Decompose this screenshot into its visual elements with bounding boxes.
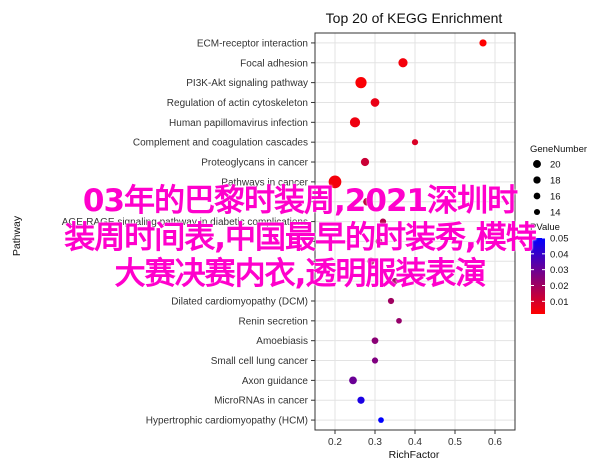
pvalue-colorbar-label: 0.01 <box>550 297 569 308</box>
y-tick-label: Amoebiasis <box>256 336 308 347</box>
data-point <box>371 337 379 345</box>
data-point <box>379 218 387 225</box>
data-point <box>398 58 408 68</box>
y-tick-label: ECM-receptor interaction <box>197 38 308 49</box>
y-axis-label: Pathway <box>11 215 23 256</box>
pvalue-legend: PValue 0.05 0.04 0.03 0.02 0.01 <box>530 222 569 314</box>
x-tick-label: 0.5 <box>448 437 462 448</box>
overlay-caption-line-3: 大赛决赛内衣,透明服装表演 <box>114 256 487 292</box>
y-tick-label: AGE-RAGE signaling pathway in diabetic c… <box>62 217 308 228</box>
y-tick-label: Renin secretion <box>239 316 308 327</box>
x-tick-label: 0.4 <box>408 437 422 448</box>
pvalue-colorbar-label: 0.04 <box>550 249 569 260</box>
data-point <box>387 297 395 305</box>
data-point <box>391 278 399 285</box>
gene-number-legend-label: 18 <box>550 176 561 187</box>
y-tick-label: Dilated cardiomyopathy (DCM) <box>171 296 308 307</box>
gene-number-legend-label: 16 <box>550 192 561 203</box>
data-point <box>411 139 419 146</box>
gene-number-legend-key <box>533 176 541 184</box>
gene-number-legend-key <box>533 208 541 216</box>
gene-number-legend-key <box>533 192 541 200</box>
y-tick-label: PI3K-Akt signaling pathway <box>186 78 308 89</box>
gene-number-legend-key <box>533 160 541 168</box>
data-point <box>360 157 370 167</box>
gene-number-legend: GeneNumber 20 18 16 14 <box>530 144 587 219</box>
gene-number-legend-label: 20 <box>550 160 561 171</box>
data-point <box>479 39 487 47</box>
data-point <box>349 117 361 128</box>
x-axis-label: RichFactor <box>389 449 440 461</box>
pvalue-colorbar <box>531 238 545 314</box>
data-point <box>363 197 371 206</box>
data-point <box>328 175 342 189</box>
data-point <box>370 98 380 107</box>
chart-title: Top 20 of KEGG Enrichment <box>326 10 503 26</box>
data-point <box>349 376 357 385</box>
y-tick-label: Proteoglycans in cancer <box>201 158 308 169</box>
x-tick-label: 0.3 <box>368 437 382 448</box>
overlay-caption-line-1: 03年的巴黎时装周,2021深圳时 <box>82 183 518 219</box>
y-tick-label: Regulation of actin cytoskeleton <box>167 98 308 109</box>
pvalue-legend-title: PValue <box>530 222 560 233</box>
data-point <box>357 396 365 404</box>
plot-frame <box>314 32 516 431</box>
data-point <box>375 238 383 245</box>
data-point <box>396 317 402 324</box>
overlay-caption-line-2: 装周时间表,中国最早的时装秀,模特 <box>64 220 537 256</box>
pvalue-colorbar-label: 0.02 <box>550 281 569 292</box>
x-tick-label: 0.6 <box>488 437 502 448</box>
data-point <box>378 417 384 423</box>
y-tick-label: Small cell lung cancer <box>211 356 309 367</box>
data-point <box>355 77 367 89</box>
pvalue-colorbar-label: 0.05 <box>550 234 569 245</box>
pvalue-colorbar-label: 0.03 <box>550 265 569 276</box>
plot-area: 0.2 0.3 0.4 0.5 0.6 ECM-receptor interaction F… <box>62 32 516 448</box>
y-tick-label: Axon guidance <box>242 376 309 387</box>
gene-number-legend-title: GeneNumber <box>530 144 587 155</box>
y-tick-label: Human papillomavirus infection <box>169 118 308 129</box>
x-tick-label: 0.2 <box>328 437 342 448</box>
data-point <box>367 257 375 265</box>
y-tick-label: Complement and coagulation cascades <box>133 138 308 149</box>
y-tick-label: MicroRNAs in cancer <box>214 396 309 407</box>
y-tick-label: Hypertrophic cardiomyopathy (HCM) <box>146 416 308 427</box>
data-point <box>371 357 379 364</box>
y-tick-label: Pathways in cancer <box>221 177 308 188</box>
gene-number-legend-label: 14 <box>550 208 561 219</box>
y-tick-label: Focal adhesion <box>240 58 308 69</box>
